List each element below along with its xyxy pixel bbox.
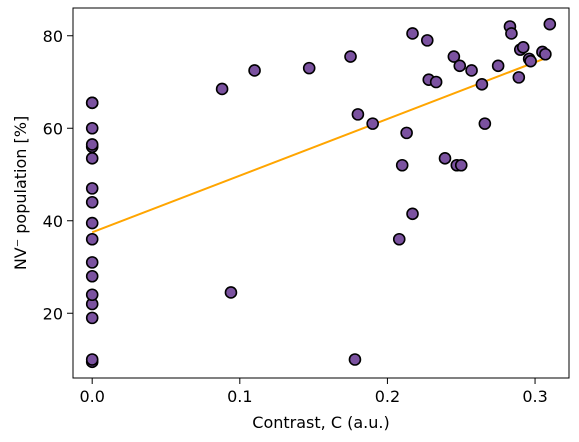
x-axis-ticks: 0.0 0.1 0.2 0.3 — [79, 378, 548, 406]
data-point — [420, 34, 434, 47]
data-point — [85, 232, 99, 246]
data-point — [85, 96, 99, 110]
data-point — [447, 50, 461, 63]
x-tick-label: 0.0 — [79, 387, 104, 406]
data-point — [224, 286, 238, 299]
data-point — [453, 59, 467, 73]
data-point — [475, 78, 489, 91]
data-point — [85, 311, 99, 325]
fit-line — [91, 55, 551, 234]
data-point — [395, 158, 409, 172]
data-point — [344, 50, 357, 63]
data-point — [85, 138, 99, 151]
data-point — [85, 256, 99, 269]
data-point — [85, 216, 99, 230]
data-point — [85, 152, 99, 165]
y-axis-label: NV⁻ population [%] — [11, 116, 30, 270]
data-point — [438, 152, 452, 165]
data-point — [454, 158, 468, 172]
data-point — [85, 195, 99, 209]
data-point — [85, 121, 99, 135]
data-point — [248, 64, 261, 77]
data-point — [400, 126, 413, 140]
data-point — [85, 353, 99, 366]
y-axis-ticks: 20 40 60 80 — [43, 27, 73, 323]
x-axis-label: Contrast, C (a.u.) — [252, 413, 389, 432]
y-tick-label: 80 — [43, 27, 63, 46]
data-point — [302, 61, 316, 75]
data-point — [85, 269, 99, 283]
plot-area — [72, 7, 570, 379]
y-tick-label: 20 — [43, 304, 63, 323]
data-point — [85, 182, 99, 195]
x-tick-label: 0.1 — [227, 387, 252, 406]
fit-line-layer — [91, 55, 551, 234]
data-point — [465, 64, 478, 77]
y-tick-label: 60 — [43, 119, 63, 138]
data-point — [351, 108, 365, 121]
data-point — [491, 59, 505, 73]
data-point — [516, 41, 530, 54]
data-point — [406, 207, 419, 221]
data-points — [85, 17, 557, 369]
data-point — [348, 353, 362, 366]
data-point — [366, 117, 379, 130]
x-tick-label: 0.3 — [522, 387, 547, 406]
data-point — [543, 17, 557, 31]
x-tick-label: 0.2 — [375, 387, 400, 406]
data-point — [512, 71, 526, 84]
data-point — [524, 54, 537, 68]
y-tick-label: 40 — [43, 212, 63, 231]
data-point — [478, 117, 492, 130]
data-point — [215, 82, 229, 96]
data-point — [505, 27, 518, 40]
data-point — [392, 232, 406, 246]
data-point — [429, 75, 443, 89]
data-point — [85, 288, 99, 302]
data-point — [406, 27, 419, 40]
data-point — [539, 47, 552, 61]
